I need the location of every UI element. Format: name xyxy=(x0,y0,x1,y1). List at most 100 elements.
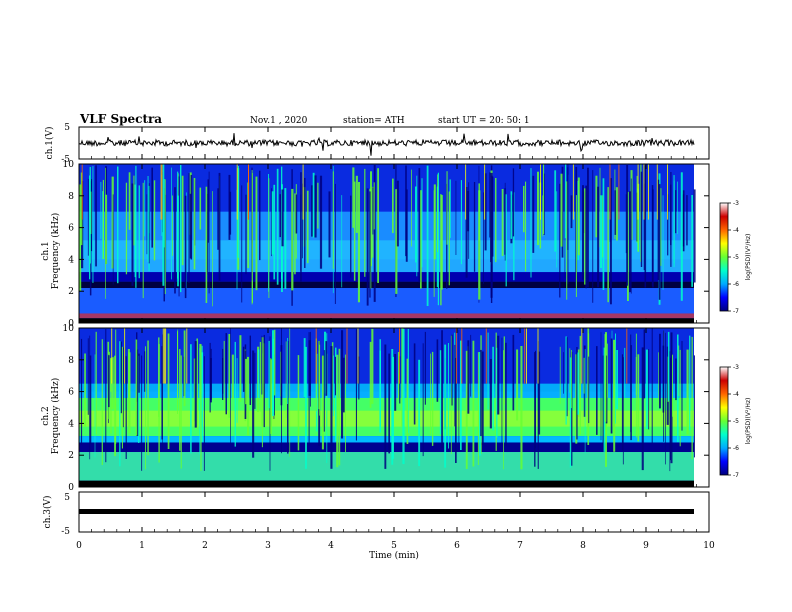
spectrogram-streak xyxy=(496,347,498,438)
spectrogram-streak xyxy=(94,354,96,458)
spectrogram-streak xyxy=(317,182,319,229)
spectrogram-streak xyxy=(80,172,83,246)
ch2-spectrogram-yticks: 0 2 4 6 8 10 xyxy=(63,324,709,493)
spectrogram-streak xyxy=(247,356,250,436)
spectrogram-streak xyxy=(345,354,346,452)
spectrogram-streak xyxy=(183,330,186,407)
spectrogram-streak xyxy=(610,178,612,305)
spectrogram-hot-streak xyxy=(161,164,163,220)
spectrogram-hot-streak xyxy=(609,164,611,220)
date-label: Nov.1 , 2020 xyxy=(250,116,308,126)
spectrogram-streak xyxy=(560,173,563,247)
spectrogram-streak xyxy=(641,347,644,471)
spectrogram-streak xyxy=(114,355,116,457)
spectrogram-hot-streak xyxy=(581,328,583,384)
spectrogram-streak xyxy=(122,347,124,428)
spectrogram-streak xyxy=(467,191,470,232)
spectrogram-streak xyxy=(92,166,94,283)
spectrogram-streak xyxy=(100,181,102,239)
ytick-label: 6 xyxy=(68,224,74,234)
spectrogram-streak xyxy=(79,184,82,292)
spectrogram-streak xyxy=(418,359,421,467)
spectrogram-streak xyxy=(241,185,243,303)
spectrogram-streak xyxy=(234,341,236,447)
spectrogram-streak xyxy=(570,195,573,229)
spectrogram-streak xyxy=(101,339,103,465)
spectrogram-streak xyxy=(279,194,281,238)
spectrogram-band xyxy=(79,436,694,443)
ytick-label: 4 xyxy=(68,255,74,265)
spectrogram-streak xyxy=(451,334,453,406)
spectrogram-band xyxy=(79,383,694,400)
ch1-spectrogram-ylabel-line1: ch.1 xyxy=(41,241,51,260)
spectrogram-streak xyxy=(350,195,352,278)
spectrogram-streak xyxy=(559,183,561,298)
spectrogram-streak xyxy=(662,195,664,290)
spectrogram-band xyxy=(79,313,694,319)
spectrogram-streak xyxy=(397,352,400,399)
spectrogram-streak xyxy=(439,350,442,435)
spectrogram-streak xyxy=(652,189,654,288)
spectrogram-streak xyxy=(446,171,448,245)
ch3-ytick-top: 5 xyxy=(64,493,70,503)
spectrogram-streak xyxy=(230,328,231,444)
spectrogram-streak xyxy=(577,177,580,256)
spectrogram-hot-streak xyxy=(124,328,126,384)
colorbar-tick-label: -7 xyxy=(733,308,739,315)
spectrogram-hot-streak xyxy=(81,164,83,220)
spectrogram-streak xyxy=(210,348,212,400)
spectrogram-streak xyxy=(314,175,317,238)
spectrogram-streak xyxy=(424,331,426,405)
spectrogram-streak xyxy=(537,171,539,246)
spectrogram-streak xyxy=(430,353,431,435)
spectrogram-hot-streak xyxy=(637,164,639,220)
ytick-label: 0 xyxy=(68,483,74,493)
spectrogram-streak xyxy=(455,357,457,463)
spectrogram-streak xyxy=(373,165,376,302)
spectrogram-streak xyxy=(537,341,539,469)
spectrogram-streak xyxy=(252,350,255,458)
colorbar-scale xyxy=(719,202,729,312)
spectrogram-streak xyxy=(280,345,283,406)
spectrogram-streak xyxy=(287,338,288,404)
spectrogram-streak xyxy=(294,193,296,275)
colorbar-tick-label: -5 xyxy=(733,418,739,425)
xtick-label: 0 xyxy=(76,541,82,551)
spectrogram-band xyxy=(79,328,694,392)
spectrogram-streak xyxy=(379,350,381,433)
ytick-label: 8 xyxy=(68,192,74,202)
spectrogram-streak xyxy=(95,331,97,435)
spectrogram-streak xyxy=(510,191,513,239)
spectrogram-streak xyxy=(640,171,643,267)
spectrogram-streak xyxy=(201,352,204,442)
ch2-spectrogram-image xyxy=(79,328,709,487)
spectrogram-streak xyxy=(635,333,637,438)
spectrogram-streak xyxy=(512,168,515,237)
spectrogram-streak xyxy=(117,166,119,284)
ch2-colorbar: -3 -4 -5 -6 -7 log(PSD)(V²/Hz) xyxy=(719,364,752,479)
spectrogram-streak xyxy=(542,195,544,237)
spectrogram-streak xyxy=(269,336,271,471)
spectrogram-streak xyxy=(341,195,343,288)
spectrogram-streak xyxy=(658,352,659,406)
spectrogram-streak xyxy=(564,164,566,279)
spectrogram-hot-streak xyxy=(346,328,348,384)
spectrogram-streak xyxy=(465,187,468,278)
spectrogram-streak xyxy=(420,190,422,289)
spectrogram-streak xyxy=(600,332,602,441)
spectrogram-streak xyxy=(584,188,587,285)
spectrogram-streak xyxy=(138,353,140,393)
spectrogram-streak xyxy=(691,336,693,460)
spectrogram-streak xyxy=(371,328,374,404)
spectrogram-streak xyxy=(437,174,438,253)
ytick-label: 6 xyxy=(68,388,74,398)
spectrogram-streak xyxy=(304,177,306,268)
spectrogram-streak xyxy=(331,342,334,406)
spectrogram-streak xyxy=(691,195,693,287)
ch1-ytick-bottom: -5 xyxy=(61,155,70,165)
spectrogram-streak xyxy=(583,345,586,417)
ytick-label: 10 xyxy=(63,160,75,170)
spectrogram-streak xyxy=(84,353,86,427)
spectrogram-streak xyxy=(111,357,114,410)
spectrogram-streak xyxy=(308,340,311,396)
